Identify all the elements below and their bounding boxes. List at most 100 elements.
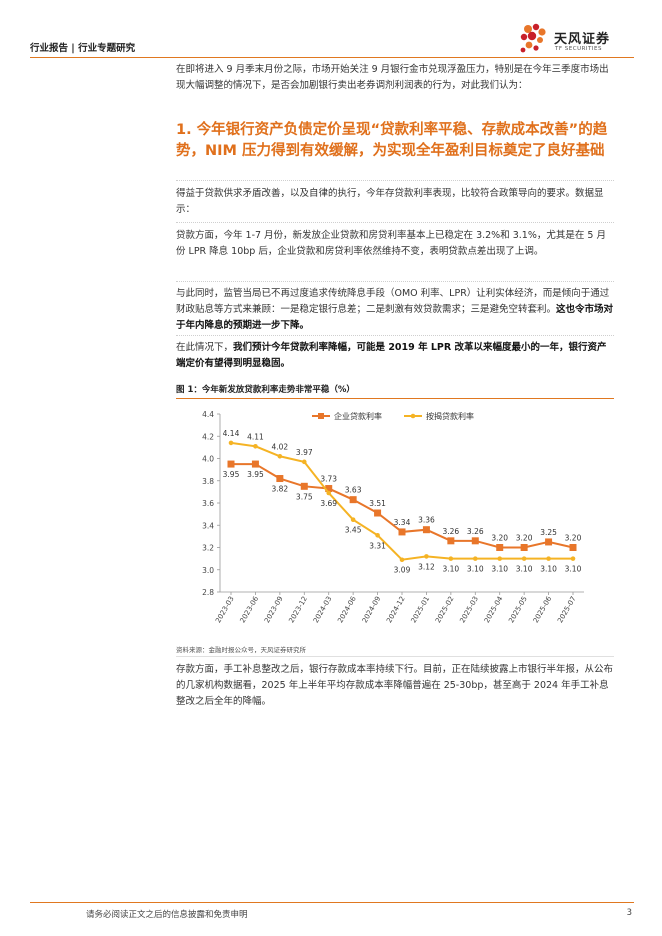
- series-1-point: [349, 496, 357, 504]
- data-label-series-1: 3.25: [540, 528, 557, 537]
- series-1-point: [496, 544, 504, 551]
- x-tick-label: 2023-03: [214, 595, 236, 624]
- x-tick-label: 2024-12: [385, 595, 407, 624]
- series-1-point: [276, 475, 284, 483]
- data-label-series-2: 4.02: [272, 442, 289, 451]
- series-2-point: [228, 440, 234, 446]
- data-label-series-1: 3.75: [296, 492, 313, 501]
- data-label-series-2: 3.09: [394, 566, 411, 575]
- series-2-point: [424, 554, 429, 559]
- data-label-series-2: 3.10: [516, 565, 533, 574]
- y-tick-label: 3.4: [202, 521, 214, 530]
- series-1-point: [398, 528, 406, 536]
- data-label-series-2: 3.45: [345, 526, 362, 535]
- logo-subtitle: TF SECURITIES: [555, 46, 602, 52]
- footer-disclaimer: 请务必阅读正文之后的信息披露和免责申明: [86, 910, 248, 920]
- series-2-point: [448, 556, 454, 561]
- page-number: 3: [626, 908, 632, 918]
- divider: [176, 335, 614, 336]
- x-tick-label: 2025-02: [434, 595, 456, 624]
- x-tick-label: 2023-06: [239, 595, 261, 625]
- data-label-series-2: 3.10: [540, 565, 557, 574]
- series-1-point: [374, 509, 382, 517]
- series-2-point: [497, 556, 503, 561]
- data-label-series-1: 3.26: [443, 527, 460, 536]
- data-label-series-2: 3.69: [320, 499, 337, 508]
- series-1-point: [251, 460, 259, 468]
- series-2-point: [326, 490, 332, 496]
- x-tick-label: 2023-09: [263, 595, 285, 624]
- paragraph-4: 在此情况下，我们预计今年贷款利率降幅，可能是 2019 年 LPR 改革以来幅度…: [176, 340, 614, 372]
- series-2-point: [375, 532, 380, 538]
- legend-marker: [410, 413, 416, 419]
- y-tick-label: 2.8: [202, 588, 214, 597]
- series-1-point: [422, 526, 430, 534]
- data-label-series-2: 3.10: [467, 565, 484, 574]
- x-tick-label: 2025-07: [556, 595, 578, 624]
- data-label-series-1: 3.82: [272, 485, 289, 494]
- series-2-point: [570, 556, 576, 561]
- series-1-point: [545, 538, 553, 546]
- data-label-series-1: 3.73: [320, 475, 337, 484]
- series-2-point: [253, 443, 258, 449]
- paragraph-3-text: 与此同时，监管当局已不再过度追求传统降息手段（OMO 利率、LPR）让利实体经济…: [176, 288, 610, 315]
- paragraph-2: 贷款方面，今年 1-7 月份，新发放企业贷款和房贷利率基本上已稳定在 3.2%和…: [176, 230, 606, 257]
- data-label-series-1: 3.95: [223, 470, 240, 479]
- header-divider: [30, 57, 634, 58]
- paragraph-1: 得益于贷款供求矛盾改善，以及自律的执行，今年存贷款利率表现，比较符合政策导向的要…: [176, 188, 604, 215]
- divider: [176, 281, 614, 282]
- y-tick-label: 3.6: [202, 499, 214, 508]
- series-2-point: [277, 453, 283, 459]
- data-label-series-2: 3.97: [296, 448, 313, 457]
- series-1-point: [569, 544, 577, 551]
- data-label-series-1: 3.63: [345, 486, 362, 495]
- data-label-series-1: 3.20: [516, 534, 533, 543]
- figure-source: 资料来源：金融时报公众号，天风证券研究所: [176, 646, 306, 654]
- x-tick-label: 2025-01: [410, 595, 432, 624]
- series-1-point: [227, 460, 235, 468]
- figure-bottom-rule: [176, 656, 614, 657]
- x-tick-label: 2025-03: [458, 595, 480, 624]
- company-logo: 天风证券 TF SECURITIES: [518, 22, 638, 58]
- data-label-series-1: 3.26: [467, 527, 484, 536]
- section-heading: 1. 今年银行资产负债定价呈现“贷款利率平稳、存款成本改善”的趋势，NIM 压力…: [176, 122, 608, 159]
- logo-flower-icon: [520, 23, 546, 53]
- paragraph-4-text: 在此情况下，: [176, 342, 234, 353]
- data-label-series-2: 4.11: [247, 432, 264, 441]
- legend-entry: 企业贷款利率: [334, 411, 382, 421]
- paragraph-5: 存款方面，手工补息整改之后，银行存款成本率持续下行。目前，正在陆续披露上市银行半…: [176, 664, 614, 707]
- figure-title: 图 1：今年新发放贷款利率走势非常平稳（%）: [176, 385, 355, 395]
- series-2-point: [546, 556, 551, 561]
- series-1-point: [300, 482, 308, 490]
- series-1-point: [471, 537, 479, 545]
- series-2-point: [350, 517, 356, 522]
- y-tick-label: 4.2: [202, 432, 214, 441]
- data-label-series-1: 3.51: [369, 499, 386, 508]
- y-tick-label: 4.4: [202, 410, 214, 419]
- figure-top-rule: [176, 398, 614, 399]
- legend-entry: 按揭贷款利率: [426, 411, 474, 421]
- divider: [176, 222, 614, 223]
- series-1-point: [520, 544, 528, 551]
- data-label-series-1: 3.95: [247, 470, 264, 479]
- logo-name: 天风证券: [554, 32, 611, 47]
- series-1-point: [447, 537, 455, 545]
- report-category: 行业报告 | 行业专题研究: [30, 43, 136, 54]
- intro-paragraph: 在即将进入 9 月季末月份之际，市场开始关注 9 月银行金市兑现浮盈压力，特别是…: [176, 64, 609, 91]
- series-2-point: [521, 556, 527, 561]
- paragraph-4-emphasis: 我们预计今年贷款利率降幅，可能是 2019 年 LPR 改革以来幅度最小的一年，…: [176, 342, 607, 369]
- data-label-series-1: 3.20: [565, 534, 582, 543]
- x-tick-label: 2023-12: [287, 595, 309, 624]
- footer-divider: [30, 902, 634, 903]
- paragraph-3: 与此同时，监管当局已不再过度追求传统降息手段（OMO 利率、LPR）让利实体经济…: [176, 286, 614, 334]
- divider: [176, 180, 614, 181]
- y-tick-label: 3.0: [202, 566, 214, 575]
- y-tick-label: 3.8: [202, 477, 214, 486]
- data-label-series-2: 3.10: [491, 565, 508, 574]
- data-label-series-1: 3.36: [418, 516, 435, 525]
- series-1-point: [325, 485, 333, 493]
- data-label-series-2: 3.10: [565, 565, 582, 574]
- data-label-series-1: 3.34: [394, 518, 411, 527]
- data-label-series-1: 3.20: [491, 534, 508, 543]
